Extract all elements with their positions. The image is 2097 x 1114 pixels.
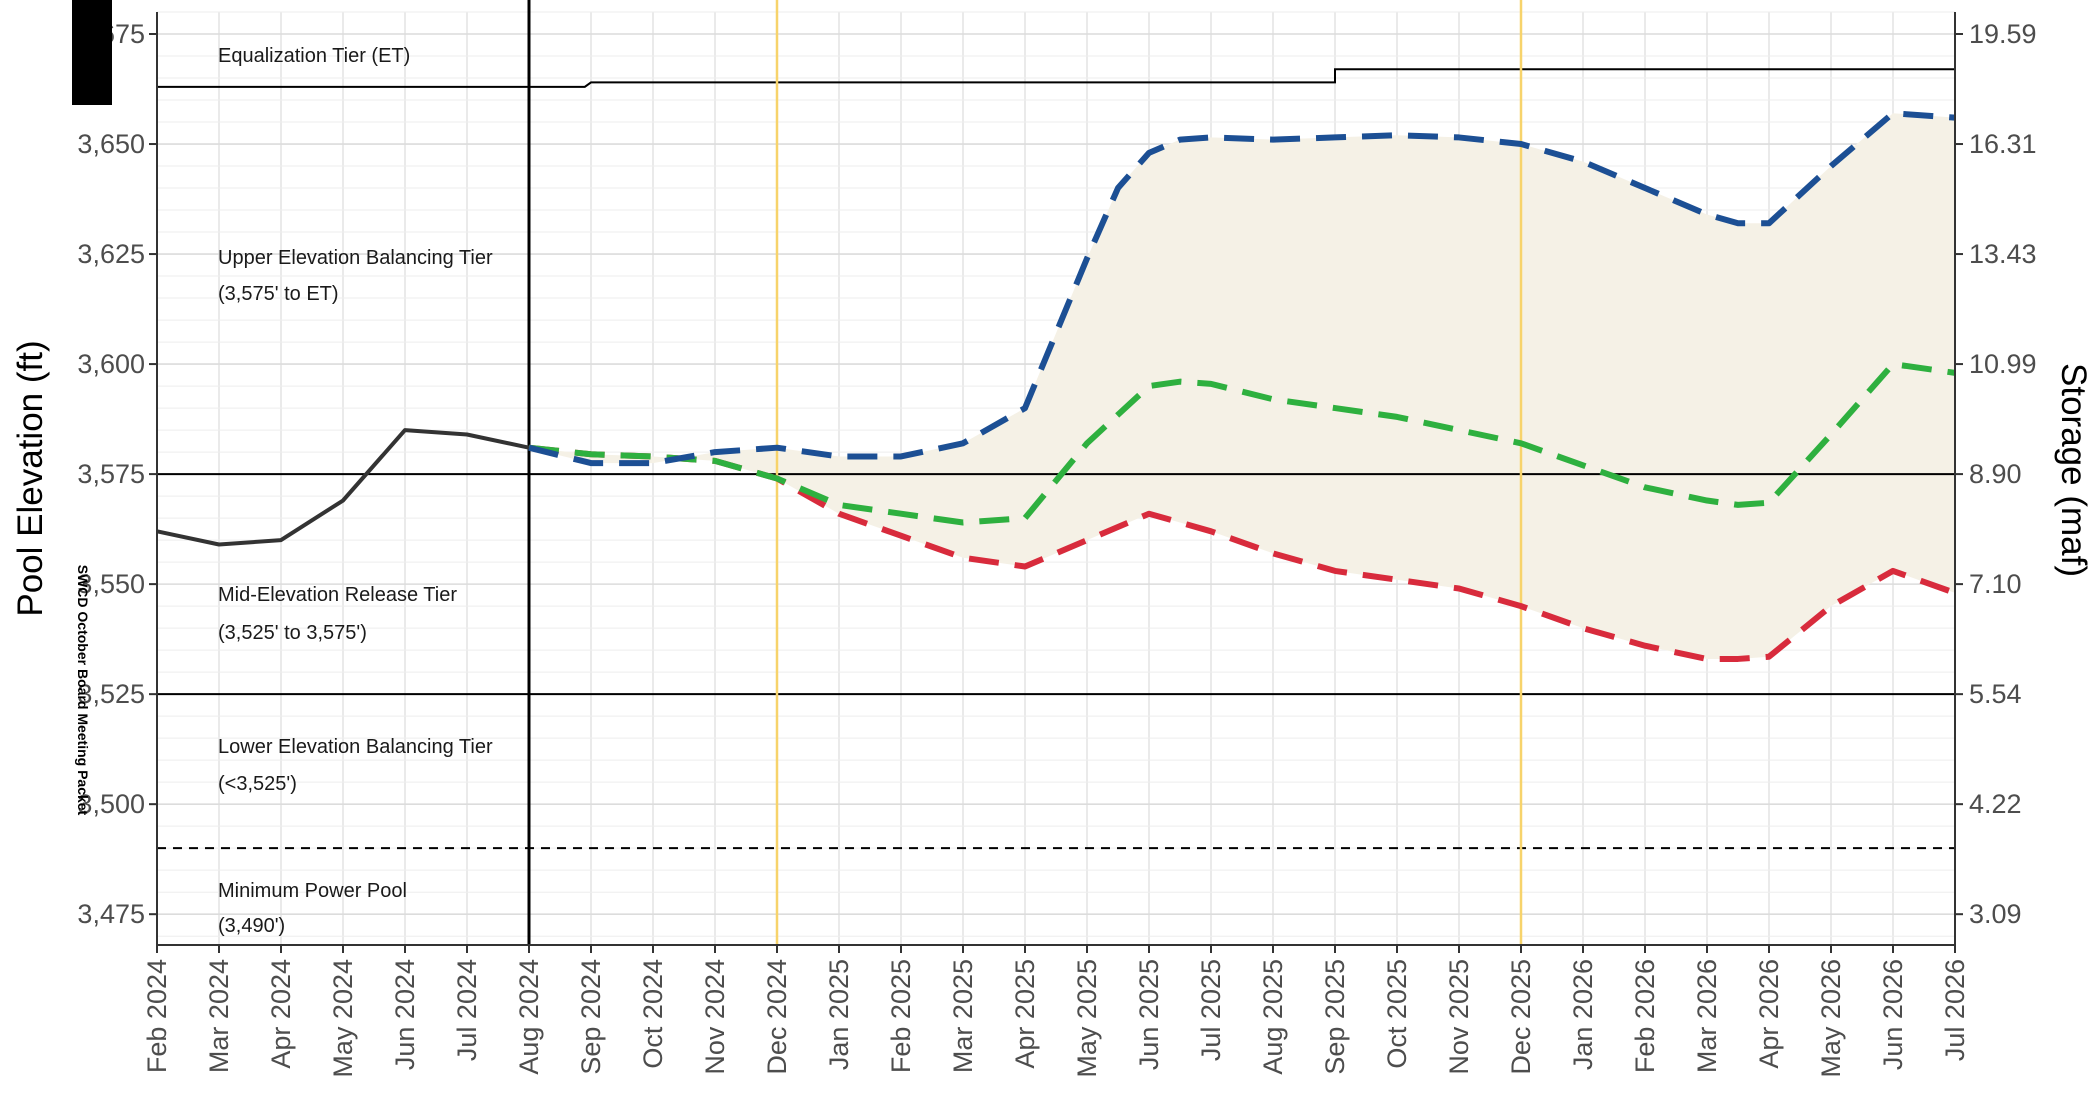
x-tick-label: Jun 2025 (1134, 959, 1164, 1070)
x-tick-label: Dec 2025 (1506, 959, 1536, 1075)
y2-tick-label: 8.90 (1969, 459, 2022, 489)
x-tick-label: Jul 2024 (452, 959, 482, 1061)
x-tick-label: Nov 2024 (700, 959, 730, 1075)
y2-tick-label: 5.54 (1969, 679, 2022, 709)
y-tick-label: 3,600 (77, 349, 145, 379)
y2-tick-label: 7.10 (1969, 569, 2022, 599)
y2-tick-label: 19.59 (1969, 19, 2037, 49)
x-tick-label: Jul 2025 (1196, 959, 1226, 1061)
x-tick-label: Jan 2026 (1568, 959, 1598, 1070)
tier-label: Minimum Power Pool (218, 880, 407, 902)
historical-line (156, 428, 530, 547)
tier-label: Equalization Tier (ET) (218, 45, 410, 67)
tier-label: Mid-Elevation Release Tier (218, 584, 457, 606)
x-tick-label: Feb 2025 (886, 959, 916, 1073)
x-tick-label: Oct 2025 (1382, 959, 1412, 1069)
redaction-block (72, 0, 112, 105)
y2-tick-label: 3.09 (1969, 899, 2022, 929)
x-tick-label: Sep 2024 (576, 959, 606, 1075)
reference-lines (157, 68, 1955, 850)
plot-frame (156, 12, 1956, 946)
tier-label: Lower Elevation Balancing Tier (218, 736, 493, 758)
y-tick-label: 3,625 (77, 239, 145, 269)
x-tick-label: May 2025 (1072, 959, 1102, 1078)
x-tick-label: Oct 2024 (638, 959, 668, 1069)
x-tick-label: Jan 2025 (824, 959, 854, 1070)
tier-sublabel: (3,525' to 3,575') (218, 622, 367, 644)
y2-tick-label: 4.22 (1969, 789, 2022, 819)
y-tick-label: 3,500 (77, 789, 145, 819)
side-note: SWCD October Board Meeting Packet (75, 565, 91, 816)
x-tick-label: Feb 2026 (1630, 959, 1660, 1073)
y-tick-label: 3,475 (77, 899, 145, 929)
x-tick-label: Mar 2024 (204, 959, 234, 1073)
x-tick-label: Apr 2024 (266, 959, 296, 1069)
x-tick-label: Nov 2025 (1444, 959, 1474, 1075)
x-tick-label: May 2024 (328, 959, 358, 1078)
projection-band (529, 113, 1955, 659)
x-tick-label: Jul 2026 (1940, 959, 1970, 1061)
y2-tick-label: 10.99 (1969, 349, 2037, 379)
series-line (528, 110, 1956, 467)
tier-labels: Equalization Tier (ET) Upper Elevation Ba… (218, 45, 493, 937)
x-tick-label: Apr 2025 (1010, 959, 1040, 1069)
x-tick-label: May 2026 (1816, 959, 1846, 1078)
series-lines (156, 110, 1957, 662)
x-tick-label: Feb 2024 (142, 959, 172, 1073)
y2-axis-title: Storage (maf) (2054, 363, 2093, 577)
x-tick-label: Dec 2024 (762, 959, 792, 1075)
y-tick-label: 3,650 (77, 129, 145, 159)
tier-sublabel: (3,575' to ET) (218, 283, 339, 305)
tier-sublabel: (<3,525') (218, 773, 297, 795)
tier-label: Upper Elevation Balancing Tier (218, 247, 493, 269)
vertical-markers (527, 0, 1523, 945)
x-tick-label: Mar 2026 (1692, 959, 1722, 1073)
y-tick-label: 3,550 (77, 569, 145, 599)
x-tick-label: Jun 2026 (1878, 959, 1908, 1070)
x-tick-label: Jun 2024 (390, 959, 420, 1070)
y-tick-label: 3,575 (77, 459, 145, 489)
y2-tick-label: 13.43 (1969, 239, 2037, 269)
y-tick-label: 3,525 (77, 679, 145, 709)
x-tick-label: Aug 2024 (514, 959, 544, 1075)
x-tick-label: Sep 2025 (1320, 959, 1350, 1075)
x-tick-label: Mar 2025 (948, 959, 978, 1073)
x-tick-label: Aug 2025 (1258, 959, 1288, 1075)
tier-sublabel: (3,490') (218, 915, 285, 937)
projection-band-area (529, 113, 1955, 659)
x-tick-label: Apr 2026 (1754, 959, 1784, 1069)
equalization-tier-line (157, 68, 1955, 88)
y-axis-title: Pool Elevation (ft) (11, 340, 50, 616)
y2-tick-label: 16.31 (1969, 129, 2037, 159)
